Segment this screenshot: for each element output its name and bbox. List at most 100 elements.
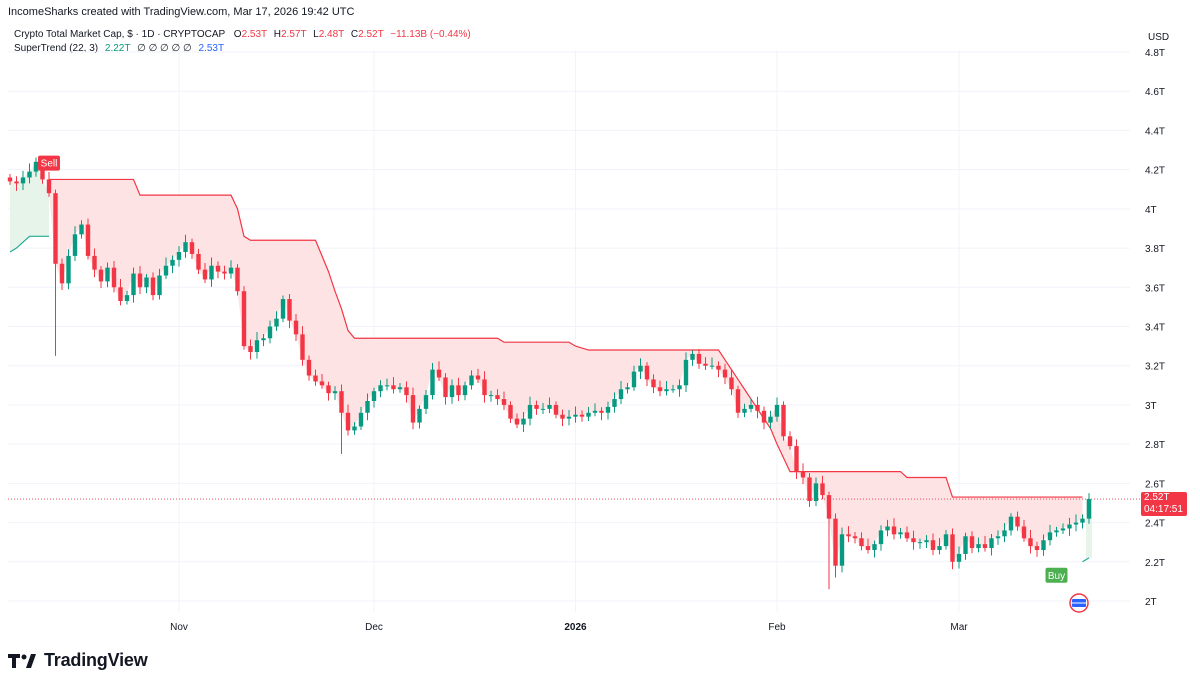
- candle: [527, 396, 533, 426]
- candle: [521, 411, 526, 432]
- symbol-legend[interactable]: Crypto Total Market Cap, $ · 1D · CRYPTO…: [14, 29, 471, 40]
- supertrend-fill: [10, 161, 1092, 566]
- y-tick-label: 4.2T: [1145, 166, 1165, 177]
- candle: [833, 513, 838, 578]
- candle-body: [534, 404, 539, 409]
- y-tick-label: 3.4T: [1145, 323, 1165, 334]
- candle-body: [436, 369, 442, 378]
- candle-body: [1021, 526, 1027, 539]
- tradingview-logo-icon: [8, 653, 36, 668]
- candle-body: [92, 255, 97, 270]
- candle: [352, 422, 357, 435]
- candle-body: [14, 181, 19, 184]
- candle-body: [846, 534, 851, 537]
- candle: [787, 431, 793, 450]
- candle: [124, 290, 130, 305]
- candle-body: [118, 287, 123, 302]
- candle-body: [215, 265, 221, 272]
- open-label: O: [233, 29, 242, 40]
- candle-body: [768, 416, 773, 423]
- candle: [365, 393, 370, 421]
- candle: [358, 406, 364, 431]
- candle-body: [566, 416, 572, 419]
- candle: [891, 518, 897, 540]
- candle: [495, 389, 500, 405]
- candle-body: [449, 385, 455, 398]
- candle: [748, 398, 754, 413]
- candle: [768, 410, 773, 429]
- candle: [807, 473, 812, 507]
- candle: [482, 371, 487, 403]
- candle-body: [313, 375, 318, 382]
- candle-body: [209, 265, 214, 280]
- candle-body: [813, 483, 819, 502]
- candle: [586, 406, 591, 422]
- candle: [566, 410, 572, 426]
- candle: [261, 333, 266, 347]
- candle-body: [1047, 532, 1053, 541]
- candle: [267, 320, 273, 344]
- candle-body: [677, 385, 682, 390]
- candle-body: [911, 538, 916, 543]
- candle: [670, 384, 676, 393]
- candle: [66, 249, 71, 290]
- candle-body: [170, 259, 175, 266]
- candle-body: [716, 365, 721, 370]
- candle-body: [586, 412, 591, 417]
- candle: [1034, 541, 1040, 557]
- candle-body: [53, 193, 58, 264]
- candle-body: [664, 389, 669, 392]
- candle: [703, 357, 708, 371]
- candle: [664, 381, 669, 396]
- candle: [1073, 514, 1079, 532]
- candle: [1041, 534, 1046, 556]
- candle-body: [638, 365, 643, 372]
- candle-body: [631, 371, 637, 388]
- supertrend-up-line: [9, 235, 49, 253]
- y-tick-label: 2.6T: [1145, 479, 1165, 490]
- candle-body: [625, 387, 630, 390]
- candle: [371, 387, 377, 408]
- candle-body: [1008, 516, 1014, 531]
- candle-body: [66, 255, 71, 284]
- candle: [904, 526, 910, 542]
- candle: [534, 400, 539, 415]
- candle: [98, 266, 104, 289]
- candle: [235, 264, 240, 296]
- candle-body: [540, 408, 546, 410]
- candle: [1008, 513, 1014, 536]
- candle-body: [430, 369, 435, 396]
- candle-body: [339, 391, 344, 413]
- x-tick-label: Feb: [768, 622, 786, 633]
- indicator-legend[interactable]: SuperTrend (22, 3) 2.22T ∅ ∅ ∅ ∅ ∅ 2.53T: [14, 43, 224, 54]
- candle: [1060, 523, 1066, 534]
- candle-body: [280, 299, 286, 319]
- candle-body: [332, 391, 338, 394]
- symbol-name[interactable]: Crypto Total Market Cap, $ · 1D · CRYPTO…: [14, 29, 226, 40]
- candle-body: [287, 299, 292, 321]
- candle: [989, 533, 994, 556]
- candle-body: [937, 546, 942, 551]
- signal-label: Buy: [1048, 571, 1065, 582]
- candle: [963, 532, 968, 560]
- candle: [332, 386, 338, 400]
- candle: [176, 246, 182, 267]
- candle: [7, 173, 13, 185]
- candle: [196, 248, 201, 274]
- candle-body: [995, 536, 1001, 539]
- candle-body: [267, 326, 273, 339]
- candle: [846, 526, 851, 543]
- supertrend-up-line-final: [1082, 557, 1090, 563]
- candle: [417, 405, 422, 429]
- indicator-name[interactable]: SuperTrend (22, 3): [14, 43, 99, 54]
- signal-badge: [38, 155, 60, 171]
- candle: [943, 530, 949, 550]
- candle-body: [46, 179, 52, 194]
- candle-body: [917, 542, 923, 544]
- candle: [852, 531, 858, 544]
- candle-body: [235, 267, 240, 292]
- tradingview-logo[interactable]: TradingView: [8, 650, 148, 671]
- candle-body: [976, 544, 981, 549]
- candle-body: [527, 404, 533, 419]
